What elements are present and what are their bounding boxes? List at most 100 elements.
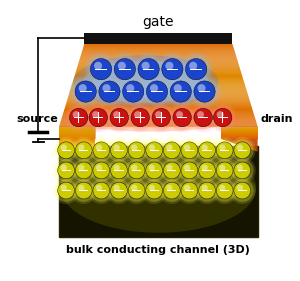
Circle shape — [78, 165, 85, 171]
Circle shape — [146, 142, 163, 159]
Circle shape — [128, 162, 145, 179]
Circle shape — [125, 159, 148, 182]
Polygon shape — [59, 138, 95, 139]
Ellipse shape — [93, 66, 199, 97]
Circle shape — [176, 157, 203, 184]
Circle shape — [69, 74, 103, 108]
Ellipse shape — [61, 143, 256, 233]
Circle shape — [55, 179, 77, 202]
Circle shape — [66, 105, 91, 130]
Circle shape — [237, 185, 243, 191]
Polygon shape — [59, 145, 95, 147]
Polygon shape — [59, 139, 95, 140]
Polygon shape — [83, 47, 234, 48]
Polygon shape — [59, 133, 95, 134]
Polygon shape — [74, 75, 242, 76]
Circle shape — [75, 162, 92, 179]
Circle shape — [219, 144, 226, 151]
Polygon shape — [65, 105, 251, 106]
Polygon shape — [62, 116, 255, 117]
Circle shape — [194, 137, 220, 164]
Polygon shape — [79, 62, 238, 63]
Circle shape — [219, 165, 226, 171]
Circle shape — [93, 162, 110, 179]
Bar — [238, 150, 247, 151]
Circle shape — [178, 179, 201, 202]
Circle shape — [199, 182, 215, 199]
Polygon shape — [67, 99, 250, 100]
Circle shape — [78, 144, 85, 151]
Circle shape — [176, 111, 183, 118]
Circle shape — [155, 52, 189, 86]
Text: drain: drain — [260, 114, 293, 124]
Polygon shape — [221, 130, 258, 131]
Circle shape — [229, 137, 256, 164]
Circle shape — [158, 137, 185, 164]
Circle shape — [125, 179, 148, 202]
Polygon shape — [72, 82, 244, 83]
Circle shape — [165, 62, 173, 70]
Circle shape — [143, 139, 166, 162]
Polygon shape — [59, 132, 95, 133]
Polygon shape — [68, 98, 249, 99]
Bar — [97, 150, 106, 151]
Bar — [150, 170, 159, 171]
Polygon shape — [59, 149, 95, 150]
Circle shape — [164, 74, 198, 108]
Circle shape — [108, 179, 130, 202]
Polygon shape — [64, 108, 252, 109]
Circle shape — [176, 177, 203, 204]
Circle shape — [231, 159, 254, 182]
Bar — [114, 117, 124, 118]
Circle shape — [96, 144, 102, 151]
Polygon shape — [221, 136, 258, 137]
Text: source: source — [16, 114, 58, 124]
Polygon shape — [70, 88, 246, 89]
Circle shape — [58, 142, 74, 159]
Circle shape — [179, 52, 213, 86]
Polygon shape — [64, 111, 253, 112]
Circle shape — [84, 52, 118, 86]
Polygon shape — [74, 78, 243, 79]
Circle shape — [237, 144, 243, 151]
Circle shape — [89, 108, 107, 127]
Bar — [79, 150, 88, 151]
Polygon shape — [65, 107, 252, 108]
Circle shape — [73, 111, 80, 118]
Circle shape — [90, 139, 113, 162]
Ellipse shape — [83, 61, 209, 103]
Ellipse shape — [65, 104, 238, 132]
Circle shape — [93, 142, 110, 159]
Circle shape — [128, 105, 153, 130]
Bar — [167, 190, 176, 191]
Circle shape — [72, 159, 95, 182]
Polygon shape — [60, 121, 256, 123]
Polygon shape — [82, 51, 235, 52]
Circle shape — [211, 137, 238, 164]
Circle shape — [114, 58, 136, 80]
Circle shape — [132, 52, 166, 86]
Circle shape — [216, 142, 233, 159]
Circle shape — [150, 84, 158, 92]
Polygon shape — [65, 106, 252, 107]
Circle shape — [178, 139, 201, 162]
Circle shape — [113, 111, 120, 118]
Polygon shape — [221, 129, 258, 130]
Polygon shape — [59, 126, 95, 152]
Circle shape — [197, 111, 204, 118]
Circle shape — [141, 177, 168, 204]
Circle shape — [61, 165, 67, 171]
Bar — [175, 91, 187, 92]
Polygon shape — [221, 126, 258, 127]
Circle shape — [196, 139, 218, 162]
Circle shape — [182, 55, 211, 83]
Bar — [202, 150, 212, 151]
Bar — [95, 69, 107, 70]
Circle shape — [106, 137, 132, 164]
Polygon shape — [76, 71, 241, 72]
Circle shape — [234, 162, 251, 179]
Circle shape — [108, 139, 130, 162]
Polygon shape — [63, 112, 254, 113]
Circle shape — [131, 185, 137, 191]
Circle shape — [216, 182, 233, 199]
